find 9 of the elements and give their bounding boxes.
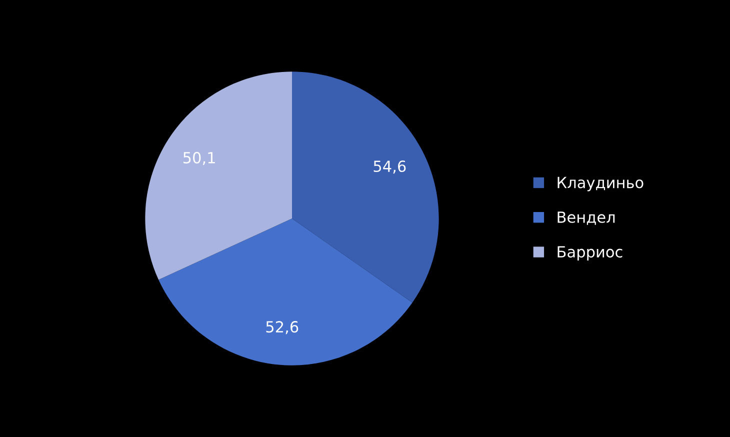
legend-label: Барриос: [558, 246, 622, 261]
legend-label: Вендел: [558, 212, 615, 225]
data-label: 50,1: [183, 152, 215, 166]
pie-slice: [145, 72, 292, 280]
legend-label: Клаудиньо: [558, 176, 644, 192]
pie-slice: [292, 72, 439, 303]
pie-slice: [158, 218, 412, 366]
data-label: 52,6: [266, 321, 298, 334]
data-label: 54,6: [374, 160, 406, 174]
